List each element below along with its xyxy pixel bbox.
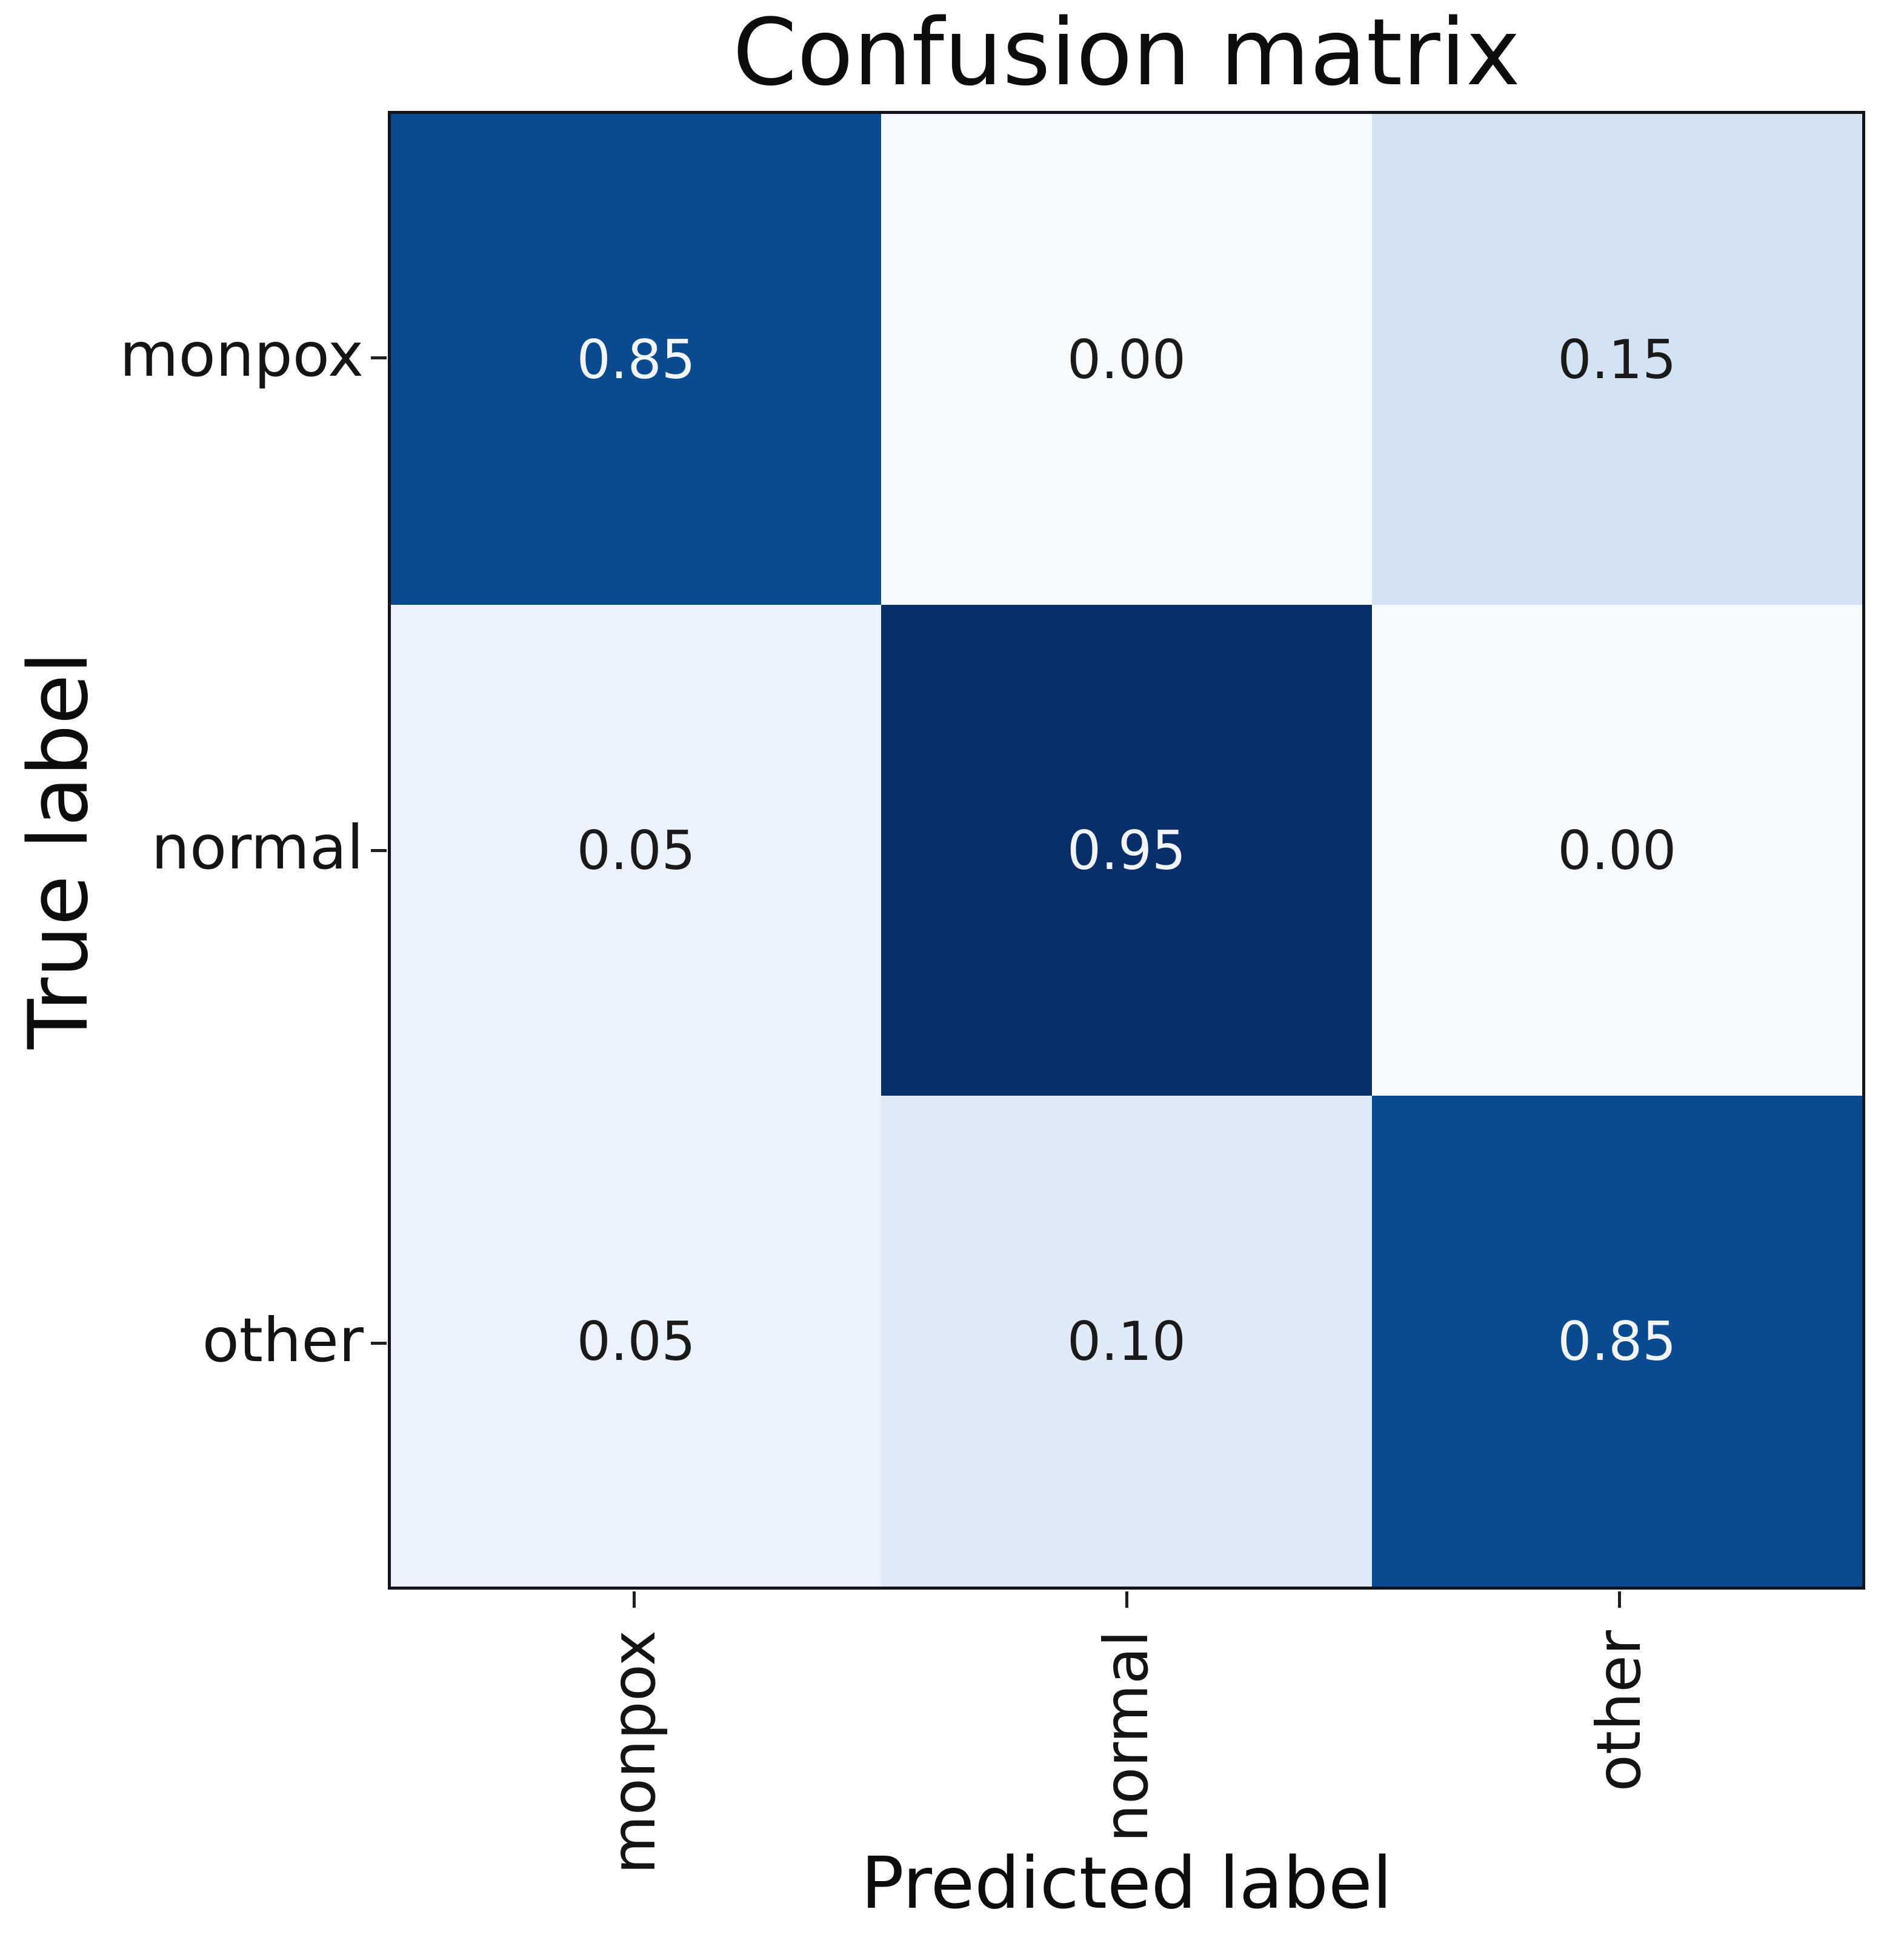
y-tick-mark: [371, 849, 387, 852]
y-tick-mark: [371, 1342, 387, 1345]
x-axis-label: Predicted label: [860, 1841, 1393, 1925]
y-tick-label: monpox: [119, 319, 364, 390]
x-tick-label: normal: [1091, 1630, 1162, 1843]
heatmap-cell: 0.00: [881, 114, 1372, 605]
x-tick-mark: [1125, 1591, 1128, 1608]
y-axis-label: True label: [11, 651, 106, 1050]
x-tick-label: other: [1583, 1630, 1654, 1792]
heatmap-cell: 0.05: [391, 1096, 882, 1587]
heatmap-cell: 0.15: [1371, 114, 1862, 605]
y-tick-label: other: [202, 1304, 364, 1376]
heatmap-cell: 0.85: [391, 114, 882, 605]
x-tick-mark: [633, 1591, 636, 1608]
heatmap-cell: 0.00: [1371, 605, 1862, 1096]
heatmap-cell: 0.05: [391, 605, 882, 1096]
x-tick-mark: [1618, 1591, 1621, 1608]
x-tick-label: monpox: [598, 1630, 669, 1874]
y-tick-label: normal: [151, 811, 364, 883]
y-tick-mark: [371, 356, 387, 359]
heatmap-cell: 0.10: [881, 1096, 1372, 1587]
heatmap: 0.85 0.00 0.15 0.05 0.95 0.00 0.05 0.10 …: [388, 111, 1865, 1590]
chart-title: Confusion matrix: [733, 0, 1520, 106]
heatmap-cell: 0.85: [1371, 1096, 1862, 1587]
heatmap-cell: 0.95: [881, 605, 1372, 1096]
